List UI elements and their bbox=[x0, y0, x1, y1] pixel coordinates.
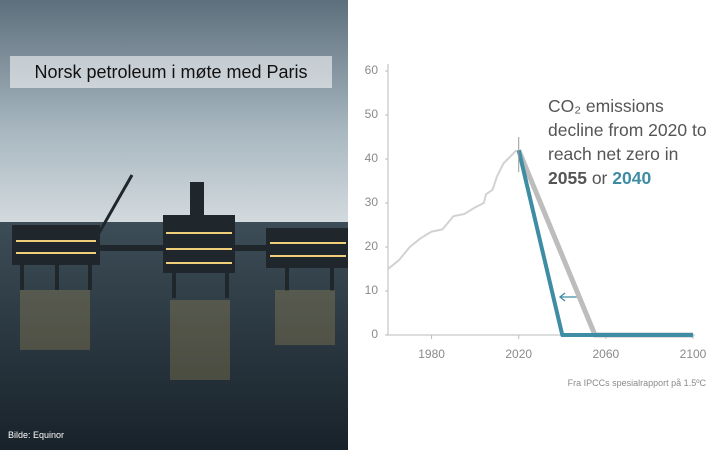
series-line bbox=[516, 149, 693, 337]
photo bbox=[0, 0, 348, 450]
chart: 0 10 20 30 40 50 60 1980 2020 2060 2100 bbox=[365, 63, 707, 361]
y-tick-label: 30 bbox=[365, 195, 379, 209]
y-tick-label: 0 bbox=[371, 327, 378, 341]
y-tick-label: 10 bbox=[365, 283, 379, 297]
x-tick-label: 2060 bbox=[593, 347, 620, 361]
y-tick-label: 50 bbox=[365, 107, 379, 121]
photo-credit: Bilde: Equinor bbox=[8, 430, 65, 440]
annotation-text: CO₂ emissions decline from 2020 to reach… bbox=[548, 96, 707, 164]
series-line bbox=[387, 149, 518, 270]
x-tick-label: 2100 bbox=[680, 347, 707, 361]
annotation-highlight: 2040 bbox=[612, 168, 652, 188]
y-tick-label: 20 bbox=[365, 239, 379, 253]
annotation-joiner: or bbox=[591, 168, 608, 188]
x-tick-label: 2020 bbox=[505, 347, 532, 361]
slide-title: Norsk petroleum i møte med Paris bbox=[10, 56, 332, 88]
y-tick-label: 40 bbox=[365, 151, 379, 165]
y-tick-label: 60 bbox=[365, 63, 379, 77]
x-tick-label: 1980 bbox=[418, 347, 445, 361]
annotation: CO₂ emissions decline from 2020 to reach… bbox=[548, 94, 718, 190]
annotation-highlight: 2055 bbox=[548, 168, 587, 188]
source: Fra IPCCs spesialrapport på 1.5ºC bbox=[567, 378, 706, 388]
